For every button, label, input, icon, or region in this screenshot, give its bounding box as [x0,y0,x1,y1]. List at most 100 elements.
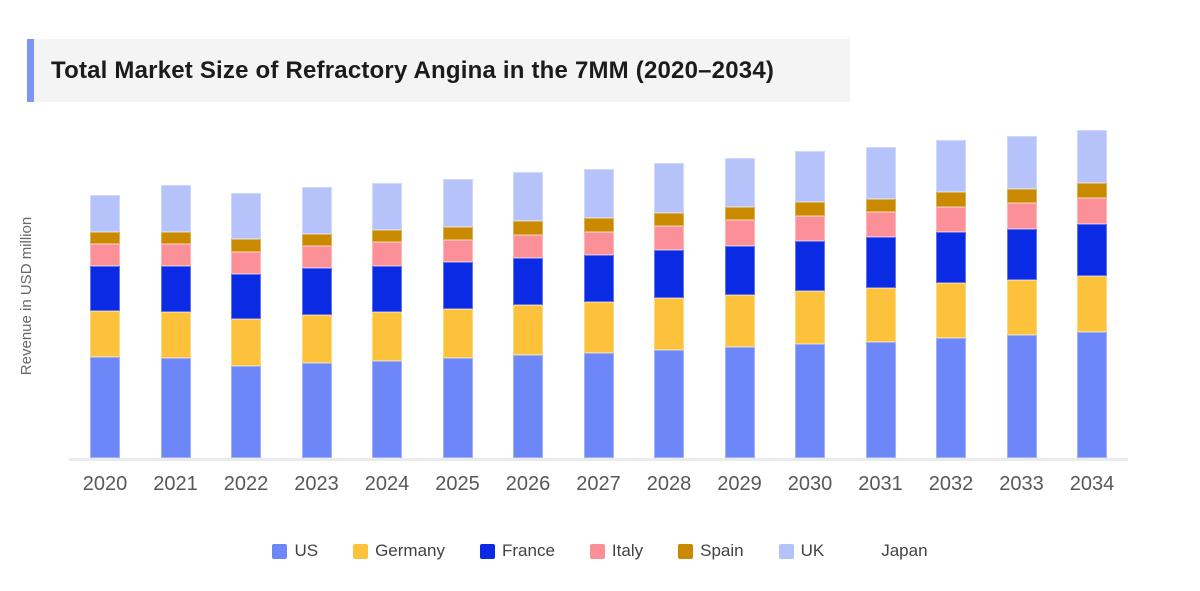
segment-france-2025[interactable] [442,262,473,309]
segment-us-2026[interactable] [513,355,543,458]
segment-uk-2029[interactable] [724,158,755,207]
segment-us-2023[interactable] [301,363,332,458]
segment-france-2034[interactable] [1077,224,1107,276]
segment-france-2020[interactable] [90,266,120,311]
bar-2020[interactable] [90,195,120,458]
legend-item-france[interactable]: France [480,541,555,561]
segment-france-2022[interactable] [231,274,261,319]
segment-us-2020[interactable] [90,357,120,458]
bar-2023[interactable] [301,187,332,458]
segment-italy-2022[interactable] [231,252,261,274]
segment-spain-2029[interactable] [724,207,755,220]
segment-italy-2020[interactable] [90,244,120,266]
segment-spain-2025[interactable] [442,227,473,240]
segment-germany-2022[interactable] [231,319,261,366]
segment-spain-2022[interactable] [231,239,261,252]
segment-germany-2021[interactable] [160,312,191,358]
segment-us-2022[interactable] [231,366,261,458]
segment-uk-2034[interactable] [1077,130,1107,183]
segment-germany-2026[interactable] [513,305,543,355]
segment-uk-2023[interactable] [301,187,332,234]
segment-germany-2025[interactable] [442,309,473,358]
segment-italy-2034[interactable] [1077,198,1107,224]
segment-italy-2025[interactable] [442,240,473,262]
segment-spain-2023[interactable] [301,234,332,246]
legend-item-us[interactable]: US [272,541,318,561]
segment-france-2031[interactable] [865,237,896,288]
segment-france-2024[interactable] [372,266,402,312]
segment-uk-2024[interactable] [372,183,402,230]
segment-uk-2031[interactable] [865,147,896,199]
segment-spain-2034[interactable] [1077,183,1107,198]
bar-2029[interactable] [724,158,755,458]
segment-italy-2021[interactable] [160,244,191,266]
segment-uk-2030[interactable] [795,151,825,202]
segment-france-2033[interactable] [1006,229,1037,280]
segment-spain-2026[interactable] [513,221,543,235]
segment-uk-2025[interactable] [442,179,473,227]
bar-2030[interactable] [795,151,825,458]
segment-germany-2034[interactable] [1077,276,1107,332]
segment-france-2030[interactable] [795,241,825,291]
segment-germany-2027[interactable] [583,302,614,353]
segment-france-2023[interactable] [301,268,332,315]
segment-france-2029[interactable] [724,246,755,295]
legend-item-spain[interactable]: Spain [678,541,744,561]
segment-germany-2030[interactable] [795,291,825,344]
legend-item-japan[interactable]: Japan [859,541,928,561]
segment-italy-2033[interactable] [1006,203,1037,229]
segment-germany-2020[interactable] [90,311,120,357]
segment-germany-2024[interactable] [372,312,402,361]
segment-us-2028[interactable] [654,350,684,458]
segment-france-2027[interactable] [583,255,614,302]
segment-us-2031[interactable] [865,342,896,458]
bar-2031[interactable] [865,147,896,458]
segment-us-2032[interactable] [936,338,966,458]
segment-spain-2024[interactable] [372,230,402,242]
segment-uk-2021[interactable] [160,185,191,232]
segment-uk-2033[interactable] [1006,136,1037,189]
legend-item-italy[interactable]: Italy [589,541,643,561]
segment-us-2030[interactable] [795,344,825,458]
segment-italy-2027[interactable] [583,232,614,255]
legend-item-uk[interactable]: UK [778,541,824,561]
segment-italy-2029[interactable] [724,220,755,246]
segment-spain-2032[interactable] [936,192,966,207]
segment-spain-2033[interactable] [1006,189,1037,203]
segment-us-2025[interactable] [442,358,473,458]
segment-italy-2031[interactable] [865,212,896,237]
segment-spain-2031[interactable] [865,199,896,212]
segment-germany-2028[interactable] [654,298,684,350]
segment-france-2021[interactable] [160,266,191,312]
bar-2034[interactable] [1077,130,1107,458]
segment-us-2021[interactable] [160,358,191,458]
segment-germany-2023[interactable] [301,315,332,363]
segment-germany-2032[interactable] [936,283,966,338]
segment-germany-2029[interactable] [724,295,755,347]
bar-2024[interactable] [372,183,402,458]
segment-spain-2028[interactable] [654,213,684,226]
bar-2025[interactable] [442,179,473,458]
segment-france-2032[interactable] [936,232,966,283]
segment-germany-2031[interactable] [865,288,896,342]
segment-italy-2028[interactable] [654,226,684,250]
bar-2022[interactable] [231,193,261,458]
segment-us-2027[interactable] [583,353,614,458]
segment-france-2028[interactable] [654,250,684,298]
segment-italy-2030[interactable] [795,216,825,241]
legend-item-germany[interactable]: Germany [353,541,445,561]
bar-2028[interactable] [654,163,684,458]
segment-spain-2020[interactable] [90,232,120,244]
segment-us-2029[interactable] [724,347,755,458]
segment-us-2033[interactable] [1006,335,1037,458]
segment-spain-2030[interactable] [795,202,825,216]
segment-spain-2021[interactable] [160,232,191,244]
segment-us-2034[interactable] [1077,332,1107,458]
segment-italy-2032[interactable] [936,207,966,232]
segment-uk-2027[interactable] [583,169,614,218]
segment-uk-2020[interactable] [90,195,120,232]
segment-uk-2022[interactable] [231,193,261,239]
bar-2026[interactable] [513,172,543,458]
segment-france-2026[interactable] [513,258,543,305]
segment-italy-2026[interactable] [513,235,543,258]
